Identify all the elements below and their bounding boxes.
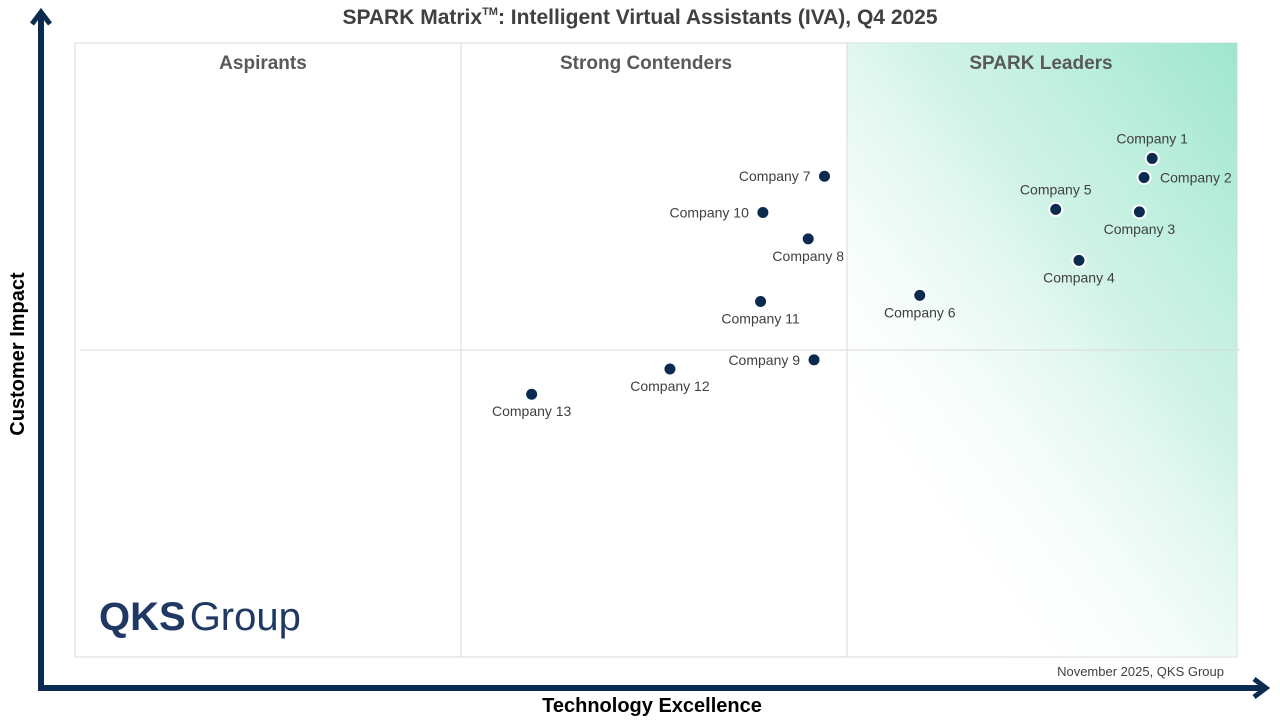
- point-marker-company-8: [800, 231, 816, 247]
- data-point-company-7: Company 7: [739, 168, 832, 184]
- point-marker-company-7: [816, 168, 832, 184]
- point-marker-company-9: [806, 352, 822, 368]
- point-label-company-11: Company 11: [721, 310, 800, 326]
- point-label-company-13: Company 13: [492, 403, 572, 419]
- point-label-company-4: Company 4: [1043, 269, 1115, 285]
- data-point-company-5: Company 5: [1020, 181, 1092, 217]
- data-point-company-2: Company 2: [1136, 169, 1232, 185]
- point-label-company-5: Company 5: [1020, 181, 1092, 197]
- x-axis-arrowhead: [1252, 677, 1271, 699]
- segment-label-strong-contenders: Strong Contenders: [560, 53, 732, 74]
- data-points-layer: Company 1 Company 2 Company 3 Company 4 Comp…: [492, 130, 1232, 419]
- trademark-mark: TM: [482, 6, 498, 18]
- segment-label-spark-leaders: SPARK Leaders: [969, 53, 1112, 74]
- point-marker-company-5: [1048, 201, 1064, 217]
- point-marker-company-6: [912, 287, 928, 303]
- point-label-company-2: Company 2: [1160, 169, 1232, 185]
- point-label-company-12: Company 12: [630, 378, 710, 394]
- title-main: SPARK Matrix: [342, 6, 483, 29]
- point-label-company-10: Company 10: [670, 204, 750, 220]
- title-rest: : Intelligent Virtual Assistants (IVA), …: [497, 6, 938, 29]
- point-marker-company-3: [1131, 204, 1147, 220]
- data-point-company-8: Company 8: [772, 231, 844, 264]
- point-marker-company-10: [755, 204, 771, 220]
- data-point-company-4: Company 4: [1043, 252, 1115, 285]
- point-label-company-1: Company 1: [1116, 130, 1188, 146]
- point-marker-company-11: [753, 293, 769, 309]
- point-marker-company-12: [662, 361, 678, 377]
- data-point-company-12: Company 12: [630, 361, 710, 394]
- point-label-company-9: Company 9: [728, 352, 800, 368]
- chart-title: SPARK MatrixTM: Intelligent Virtual Assi…: [0, 6, 1280, 30]
- point-label-company-8: Company 8: [772, 248, 844, 264]
- segment-label-aspirants: Aspirants: [219, 53, 307, 74]
- point-marker-company-4: [1071, 252, 1087, 268]
- logo-text-bold: QKS: [99, 595, 186, 639]
- data-point-company-6: Company 6: [884, 287, 956, 320]
- qks-group-logo: QKS Group: [99, 595, 301, 639]
- point-label-company-6: Company 6: [884, 304, 956, 320]
- y-axis-title: Customer Impact: [7, 272, 29, 436]
- point-marker-company-1: [1144, 150, 1160, 166]
- y-axis-arrowhead: [30, 7, 52, 26]
- data-point-company-9: Company 9: [728, 352, 822, 368]
- point-label-company-3: Company 3: [1104, 221, 1176, 237]
- x-axis-title: Technology Excellence: [542, 695, 762, 717]
- footnote: November 2025, QKS Group: [1057, 664, 1224, 679]
- data-point-company-10: Company 10: [670, 204, 771, 220]
- point-label-company-7: Company 7: [739, 168, 811, 184]
- data-point-company-13: Company 13: [492, 386, 572, 419]
- point-marker-company-13: [524, 386, 540, 402]
- logo-text-regular: Group: [190, 595, 301, 639]
- data-point-company-1: Company 1: [1116, 130, 1188, 166]
- data-point-company-3: Company 3: [1104, 204, 1176, 237]
- point-marker-company-2: [1136, 169, 1152, 185]
- data-point-company-11: Company 11: [721, 293, 800, 326]
